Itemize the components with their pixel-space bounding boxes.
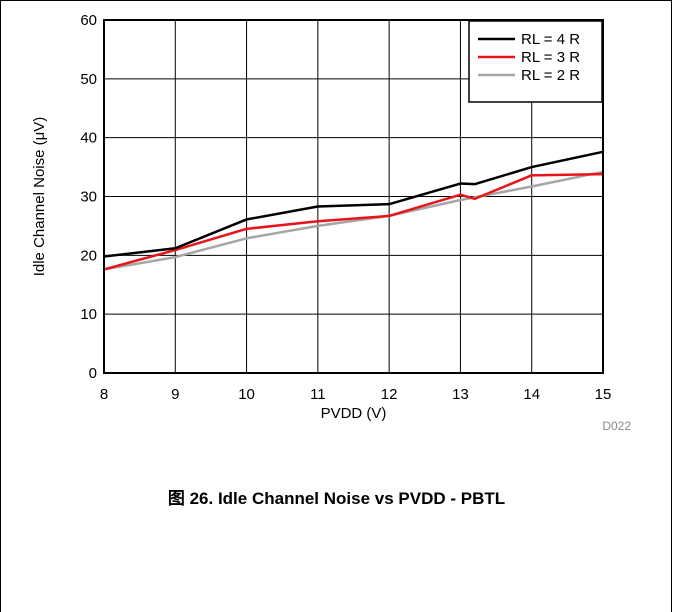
legend: RL = 4 RRL = 3 RRL = 2 R (468, 20, 603, 103)
legend-box (468, 20, 603, 103)
x-tick-label: 12 (381, 386, 398, 403)
x-tick-label: 11 (310, 386, 326, 403)
chart-grid (103, 19, 604, 374)
y-tick-label: 0 (89, 365, 97, 382)
axis-ticks: 8 9 10 11 12 13 14 15 0 10 20 30 40 50 60 (80, 12, 611, 403)
y-tick-label: 20 (80, 247, 97, 264)
legend-label: RL = 3 R (521, 49, 580, 66)
line-chart: 8 9 10 11 12 13 14 15 0 10 20 30 40 50 60 PVDD (V) Idl… (31, 12, 631, 433)
x-tick-label: 15 (595, 386, 612, 403)
plot-area-border (103, 19, 604, 374)
x-tick-label: 13 (452, 386, 469, 403)
series-line (103, 150, 604, 258)
x-tick-label: 14 (523, 386, 540, 403)
y-tick-label: 10 (80, 306, 97, 323)
series-line (103, 170, 604, 271)
page-frame-left (0, 0, 1, 612)
legend-label: RL = 2 R (521, 67, 580, 84)
x-tick-label: 10 (238, 386, 255, 403)
series-line (103, 172, 604, 271)
chart-series (103, 150, 604, 271)
y-tick-label: 40 (80, 130, 97, 147)
x-tick-label: 8 (100, 386, 108, 403)
y-axis-label: Idle Channel Noise (μV) (31, 117, 48, 277)
y-tick-label: 50 (80, 71, 97, 88)
figure-caption: 图 26. Idle Channel Noise vs PVDD - PBTL (167, 489, 506, 508)
legend-label: RL = 4 R (521, 31, 580, 48)
page-frame-right (671, 0, 672, 612)
page-frame-top (0, 0, 672, 1)
x-axis-label: PVDD (V) (321, 405, 387, 422)
y-tick-label: 60 (80, 12, 97, 29)
figure-id: D022 (602, 419, 631, 433)
x-tick-label: 9 (171, 386, 179, 403)
y-tick-label: 30 (80, 189, 97, 206)
